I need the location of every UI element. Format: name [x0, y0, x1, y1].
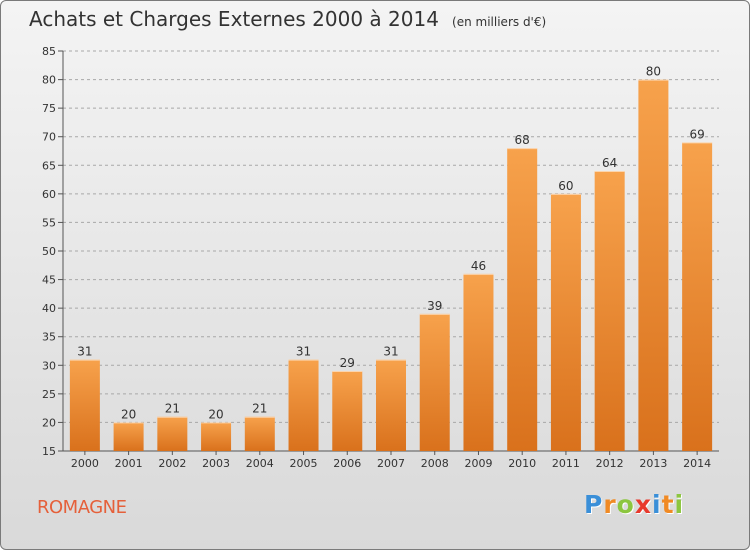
axes: 15 20 25 30 35 40 45 50 55 60 65 70 75 80 85 2000 2001 20… [42, 45, 719, 470]
y-tick-label: 15 [42, 445, 56, 458]
commune-name: ROMAGNE [37, 497, 127, 518]
logo-letter: P [584, 490, 604, 519]
chart-subtitle: (en milliers d'€) [452, 15, 547, 29]
data-label: 69 [689, 127, 704, 141]
data-label: 68 [515, 133, 530, 147]
y-tick-label: 65 [42, 159, 56, 172]
title-row: Achats et Charges Externes 2000 à 2014 (… [29, 7, 546, 31]
y-tick-label: 60 [42, 188, 56, 201]
bar-2010 [507, 148, 538, 451]
x-tick-label: 2001 [115, 457, 143, 470]
y-tick-label: 70 [42, 131, 56, 144]
bar-2009 [463, 273, 494, 451]
logo-letter: o [616, 490, 635, 519]
y-tick-label: 30 [42, 359, 56, 372]
x-tick-label: 2013 [639, 457, 667, 470]
logo-letter: t [661, 490, 675, 519]
y-tick-label: 80 [42, 74, 56, 87]
data-label: 39 [427, 299, 442, 313]
y-tick-label: 55 [42, 216, 56, 229]
x-tick-label: 2004 [246, 457, 274, 470]
x-tick-label: 2000 [71, 457, 99, 470]
data-label: 21 [252, 402, 267, 416]
y-tick-label: 45 [42, 274, 56, 287]
x-tick-label: 2012 [596, 457, 624, 470]
y-tick-label: 75 [42, 102, 56, 115]
y-tick-label: 20 [42, 416, 56, 429]
x-tick-label: 2006 [333, 457, 361, 470]
data-label: 80 [646, 65, 661, 79]
bar-2014 [682, 142, 713, 451]
bar-2003 [201, 422, 232, 451]
y-tick-label: 35 [42, 331, 56, 344]
bar-2006 [332, 371, 363, 451]
proxiti-logo[interactable]: Proxiti [584, 490, 684, 519]
data-labels: 31 20 21 20 21 31 29 31 39 46 68 60 64 80 69 [77, 65, 705, 422]
bar-2012 [594, 171, 625, 451]
y-tick-label: 40 [42, 302, 56, 315]
x-tick-label: 2008 [421, 457, 449, 470]
x-tick-label: 2005 [290, 457, 318, 470]
bar-2002 [157, 416, 188, 451]
x-tick-label: 2003 [202, 457, 230, 470]
y-tick-label: 85 [42, 45, 56, 58]
x-tick-label: 2009 [464, 457, 492, 470]
y-tick-label: 50 [42, 245, 56, 258]
bar-2005 [288, 359, 319, 451]
logo-letter: i [674, 490, 685, 519]
logo-letter: r [603, 490, 617, 519]
bar-2001 [113, 422, 144, 451]
x-tick-label: 2014 [683, 457, 711, 470]
data-label: 31 [383, 345, 398, 359]
data-label: 29 [340, 356, 355, 370]
logo-letter: x [634, 490, 652, 519]
y-tick-label: 25 [42, 388, 56, 401]
bar-2008 [419, 313, 450, 451]
bar-2000 [69, 359, 100, 451]
bar-2004 [244, 416, 275, 451]
x-tick-label: 2007 [377, 457, 405, 470]
data-label: 20 [208, 407, 223, 421]
x-tick-label: 2002 [158, 457, 186, 470]
chart-title: Achats et Charges Externes 2000 à 2014 [29, 7, 439, 31]
x-tick-label: 2011 [552, 457, 580, 470]
bar-2011 [550, 193, 581, 451]
data-label: 31 [77, 345, 92, 359]
data-label: 64 [602, 156, 617, 170]
x-tick-label: 2010 [508, 457, 536, 470]
data-label: 46 [471, 259, 486, 273]
data-label: 60 [558, 179, 573, 193]
bar-2007 [376, 359, 406, 451]
data-label: 20 [121, 407, 136, 421]
bar-2013 [638, 79, 669, 452]
logo-letter: i [652, 490, 662, 519]
bars [69, 79, 713, 452]
data-label: 31 [296, 345, 311, 359]
data-label: 21 [165, 402, 180, 416]
